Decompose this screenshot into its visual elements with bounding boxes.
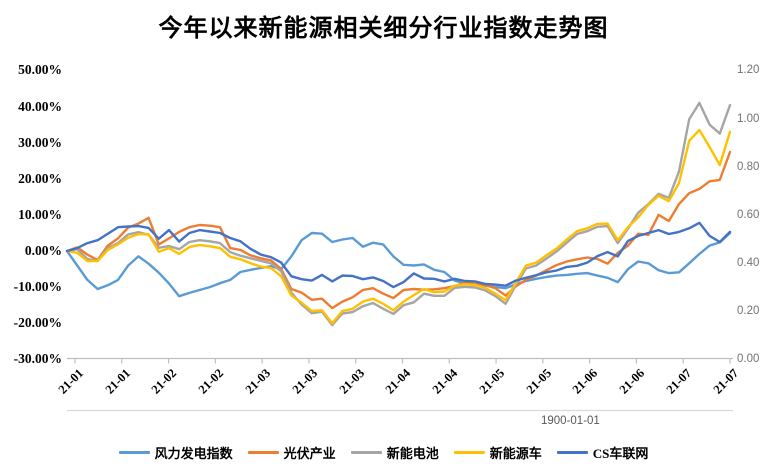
y-axis-left-label: 40.00% — [18, 98, 62, 114]
legend-label: 新能源车 — [489, 446, 542, 461]
y-axis-right-label: 1.20 — [737, 64, 760, 77]
y-axis-right-label: 0.40 — [737, 257, 760, 270]
y-axis-right-label: 0.80 — [737, 160, 760, 173]
secondary-axis-date-label: 1900-01-01 — [541, 415, 600, 427]
legend-item: 新能源车 — [453, 443, 542, 462]
series-line-4 — [65, 221, 732, 289]
y-axis-left-label: -30.00% — [13, 351, 62, 367]
legend-item: 光伏产业 — [247, 443, 336, 462]
legend-line-marker — [350, 450, 382, 455]
legend-line-marker — [556, 450, 588, 455]
chart-title: 今年以来新能源相关细分行业指数走势图 — [158, 16, 609, 42]
y-axis-left-label: 0.00% — [24, 243, 62, 259]
legend-label: CS车联网 — [592, 446, 649, 461]
y-axis-left-label: 50.00% — [18, 62, 62, 78]
y-axis-left-label: 10.00% — [18, 206, 62, 222]
legend: 风力发电指数 光伏产业 新能电池 新能源车 CS车联网 — [0, 443, 767, 462]
y-axis-left-label: -10.00% — [13, 279, 62, 295]
y-axis-right-label: 0.20 — [737, 305, 760, 318]
series-line-2 — [65, 101, 732, 327]
y-axis-right-label: 0.60 — [737, 208, 760, 221]
legend-item: 新能电池 — [350, 443, 439, 462]
legend-line-marker — [247, 450, 279, 455]
legend-item: 风力发电指数 — [118, 443, 233, 462]
legend-label: 风力发电指数 — [154, 446, 233, 461]
series-line-1 — [65, 150, 732, 310]
legend-label: 新能电池 — [386, 446, 439, 461]
y-axis-right-label: 1.00 — [737, 112, 760, 125]
y-axis-right-label: 0.00 — [737, 353, 760, 366]
legend-label: 光伏产业 — [283, 446, 336, 461]
legend-line-marker — [453, 450, 485, 455]
y-axis-left-label: 20.00% — [18, 170, 62, 186]
y-axis-left-label: 30.00% — [18, 134, 62, 150]
series-line-3 — [65, 128, 732, 325]
series-line-0 — [65, 231, 732, 298]
y-axis-left-label: -20.00% — [13, 315, 62, 331]
legend-item: CS车联网 — [556, 443, 649, 462]
legend-line-marker — [118, 450, 150, 455]
